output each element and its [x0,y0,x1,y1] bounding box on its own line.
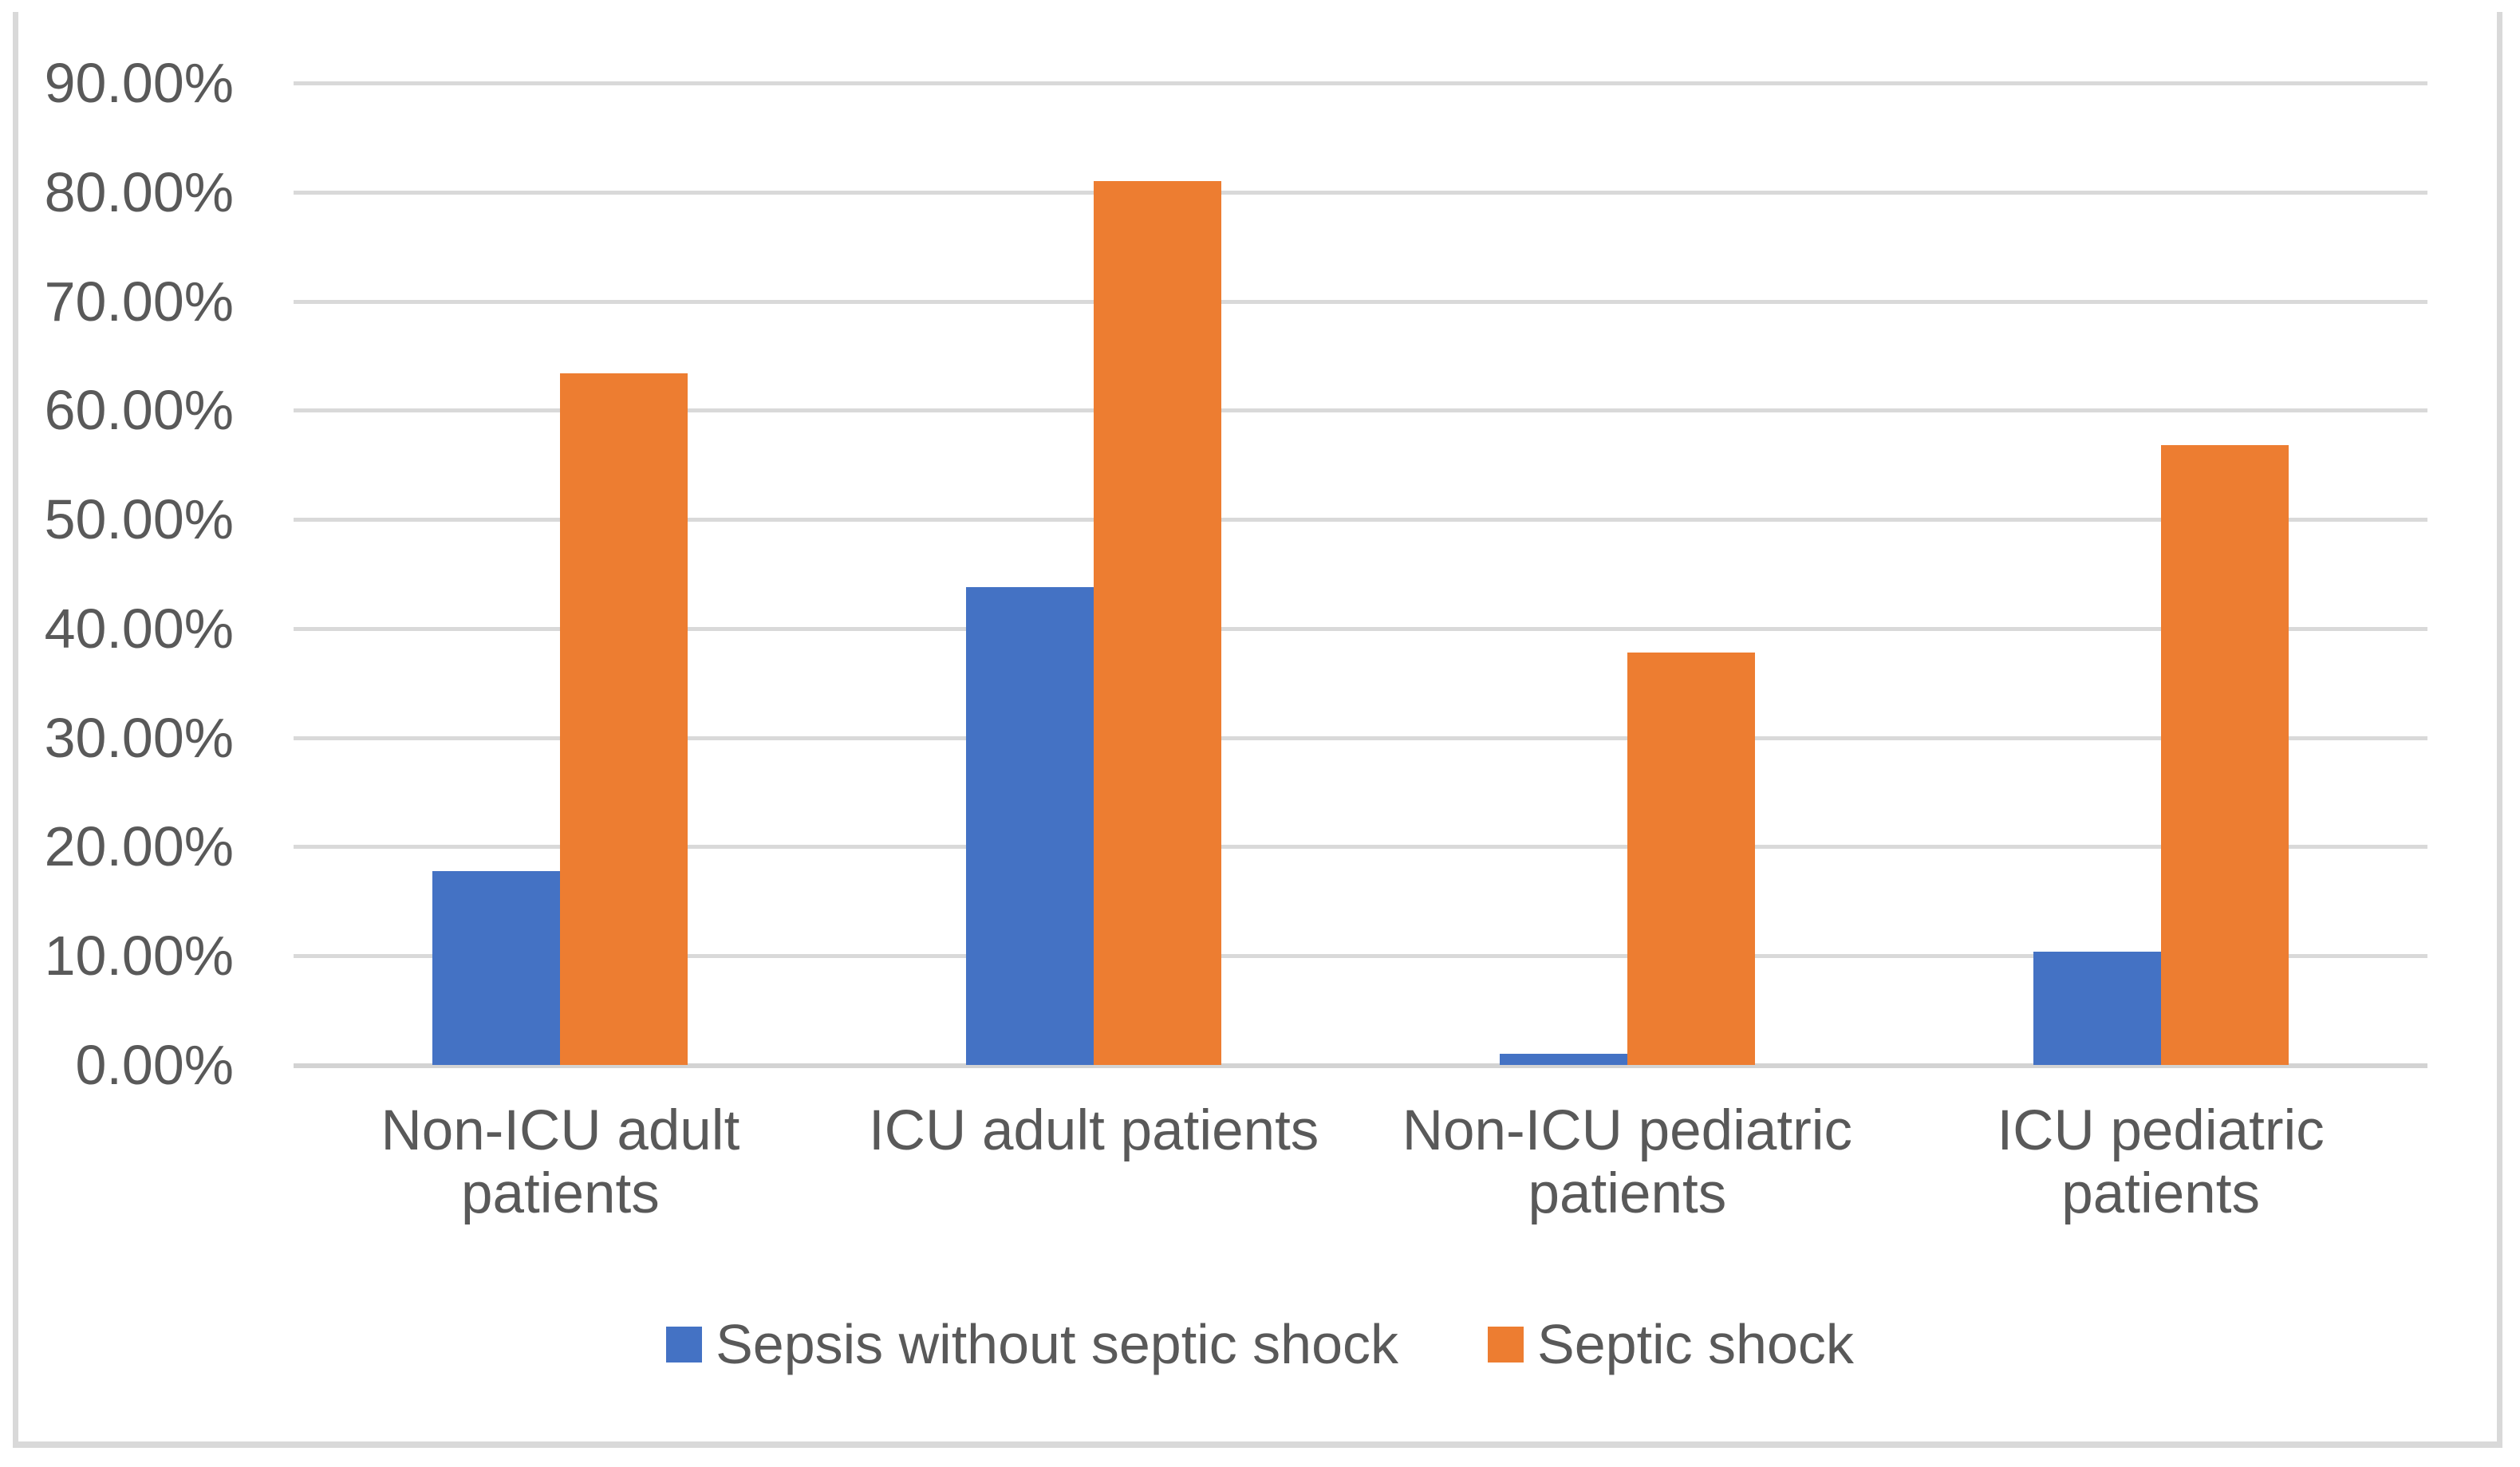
bar-septic-shock-non-icu-pediatric-patients [1627,652,1755,1065]
bar-group-non-icu-adult-patients [294,83,827,1065]
y-axis-label: 10.00% [44,925,234,988]
gridline [294,190,2427,195]
y-axis-label: 80.00% [44,160,234,223]
gridline [294,954,2427,959]
gridline [294,299,2427,304]
bar-septic-shock-icu-adult-patients [1094,181,1222,1065]
legend-item-sepsis-without-septic-shock: Sepsis without septic shock [666,1312,1398,1376]
x-axis-label-icu-adult-patients: ICU adult patients [868,1099,1319,1162]
gridline [294,518,2427,523]
gridline [294,408,2427,413]
chart-border-bottom [13,1441,2502,1448]
y-axis-label: 50.00% [44,488,234,551]
legend-label: Sepsis without septic shock [716,1313,1399,1375]
bar-septic-shock-icu-pediatric-patients [2160,445,2289,1065]
gridline [294,626,2427,631]
x-axis-line [294,1063,2427,1068]
legend: Sepsis without septic shock Septic shock [0,1312,2520,1376]
plot-area [294,81,2427,1068]
y-axis-label: 90.00% [44,52,234,114]
bar-group-icu-adult-patients [827,83,1361,1065]
legend-marker-icon [1488,1326,1524,1362]
bar-sepsis-without-septic-shock-icu-adult-patients [966,586,1094,1065]
legend-marker-icon [666,1326,703,1362]
legend-item-septic-shock: Septic shock [1488,1312,1854,1376]
gridline [294,845,2427,850]
bar-groups [294,83,2427,1065]
y-axis-label: 30.00% [44,706,234,769]
x-axis: Non-ICU adult patients ICU adult patients… [294,1099,2427,1225]
legend-label: Septic shock [1537,1313,1854,1375]
gridline [294,735,2427,740]
y-axis: 90.00% 80.00% 70.00% 60.00% 50.00% 40.00% 30.0… [0,52,234,1096]
bar-septic-shock-non-icu-adult-patients [560,373,688,1065]
bar-sepsis-without-septic-shock-icu-pediatric-patients [2033,951,2161,1065]
x-axis-label-non-icu-adult-patients: Non-ICU adult patients [381,1099,740,1225]
gridline [294,81,2427,85]
y-axis-label: 20.00% [44,815,234,878]
bar-sepsis-without-septic-shock-non-icu-pediatric-patients [1499,1054,1627,1065]
y-axis-label: 60.00% [44,379,234,442]
chart-border-left [13,12,18,1445]
y-axis-label: 0.00% [75,1034,234,1096]
x-axis-label-icu-pediatric-patients: ICU pediatric patients [1997,1099,2325,1225]
x-axis-label-non-icu-pediatric-patients: Non-ICU pediatric patients [1402,1099,1852,1225]
y-axis-label: 40.00% [44,597,234,660]
bar-group-non-icu-pediatric-patients [1361,83,1895,1065]
bar-group-icu-pediatric-patients [1894,83,2427,1065]
chart-border-right [2497,12,2502,1445]
bar-sepsis-without-septic-shock-non-icu-adult-patients [432,870,561,1065]
y-axis-label: 70.00% [44,270,234,333]
